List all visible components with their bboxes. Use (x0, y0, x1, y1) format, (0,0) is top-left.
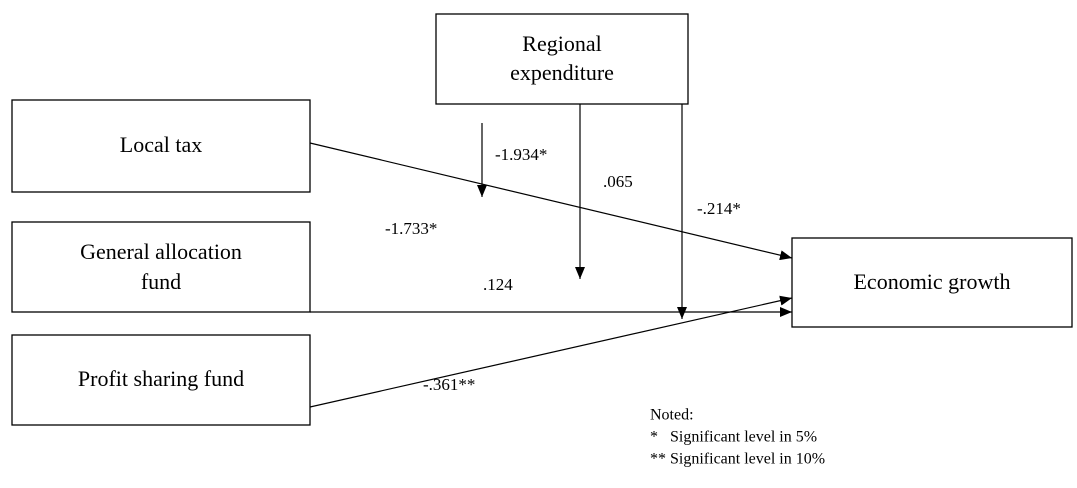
note: ** Significant level in 10% (650, 451, 825, 468)
node-label: Local tax (120, 132, 202, 157)
node-label: expenditure (510, 60, 614, 85)
coefficient: -.214* (697, 199, 741, 218)
coefficient: -.361** (423, 375, 475, 394)
box (11, 99, 311, 193)
box (791, 237, 1073, 328)
node-label: Profit sharing fund (78, 366, 244, 391)
node-label: Regional (522, 31, 601, 56)
coefficient: -1.733* (385, 219, 437, 238)
coefficient: -1.934* (495, 145, 547, 164)
arrow (309, 295, 793, 408)
note: Noted: (650, 407, 694, 424)
coefficient: .124 (483, 275, 513, 294)
node-label: Economic growth (853, 269, 1010, 294)
coefficient: .065 (603, 172, 633, 191)
box (11, 334, 311, 426)
arrow (309, 142, 793, 261)
node-label: fund (141, 269, 181, 294)
note: * Significant level in 5% (650, 429, 817, 446)
box (11, 221, 311, 313)
node-label: General allocation (80, 239, 242, 264)
box (435, 13, 689, 105)
